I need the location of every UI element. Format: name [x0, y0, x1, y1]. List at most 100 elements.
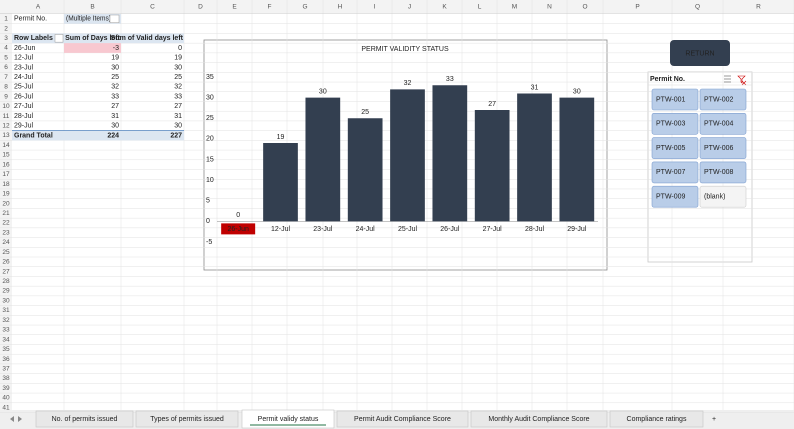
slicer-item-label: PTW-002 [704, 96, 734, 103]
slicer-item[interactable] [651, 137, 699, 159]
slicer-multiselect-icon[interactable] [724, 75, 731, 83]
pivot-value: 25 [111, 74, 119, 81]
pivot-row-label: 24-Jul [14, 74, 34, 81]
slicer-clear-filter-icon[interactable] [737, 75, 747, 86]
grand-total-value: 227 [170, 132, 182, 139]
slicer-item[interactable] [699, 137, 747, 159]
data-label: 19 [277, 134, 285, 141]
slicer-item-label: (blank) [704, 194, 725, 201]
row-header: 29 [2, 288, 10, 295]
row-label-filter[interactable] [54, 34, 64, 43]
tab-scroll-arrows[interactable] [10, 416, 22, 422]
y-tick-label: 15 [206, 156, 214, 163]
column-header: P [635, 4, 639, 11]
pivot-value: 32 [111, 84, 119, 91]
bar [347, 118, 383, 222]
row-header: 22 [2, 220, 10, 227]
row-header: 10 [2, 103, 10, 110]
data-label: 27 [488, 101, 496, 108]
row-header: 5 [4, 54, 8, 61]
row-header: 11 [3, 113, 10, 120]
slicer-item[interactable] [651, 113, 699, 135]
pivot-value: 33 [174, 93, 182, 100]
row-header: 8 [4, 84, 8, 91]
row-header: 36 [2, 356, 10, 363]
column-header: F [268, 4, 272, 11]
sheet-tab[interactable] [470, 410, 608, 428]
slicer-item[interactable] [651, 161, 699, 184]
pivot-value: 32 [174, 84, 182, 91]
return-button-label: RETURN [685, 50, 714, 57]
slicer-item[interactable] [699, 185, 747, 208]
row-header: 4 [4, 45, 8, 52]
data-label: 33 [446, 76, 454, 83]
sheet-tab-label: Permit validy status [258, 416, 319, 423]
pivot-value: 25 [174, 74, 182, 81]
slicer-item[interactable] [699, 161, 747, 184]
slicer-item[interactable] [651, 88, 699, 111]
sheet-tab[interactable] [241, 409, 335, 429]
new-sheet-button[interactable]: + [712, 416, 716, 423]
row-header: 26 [2, 259, 10, 266]
row-header-bar [0, 0, 12, 410]
column-header: J [408, 4, 411, 11]
x-tick-label: 28-Jul [525, 226, 545, 233]
row-header: 15 [2, 152, 10, 159]
pivot-row-label: 25-Jul [14, 84, 34, 91]
column-header: R [756, 4, 761, 11]
x-tick-label: 29-Jul [567, 226, 587, 233]
pivot-row-label: 27-Jul [14, 103, 34, 110]
column-header-bar [0, 0, 794, 13]
column-header: I [374, 4, 376, 11]
bar [263, 143, 298, 222]
row-header: 1 [4, 16, 8, 23]
x-tick-label: 12-Jul [271, 226, 291, 233]
row-header: 14 [2, 142, 10, 149]
pivot-row-label: 26-Jun [14, 45, 36, 52]
row-header: 24 [2, 239, 10, 246]
sheet-tab[interactable] [135, 410, 239, 428]
pivot-value: 30 [174, 123, 182, 130]
pivot-row-label: 26-Jul [14, 93, 34, 100]
y-tick-label: 0 [206, 218, 210, 225]
y-tick-label: 10 [206, 177, 214, 184]
slicer-item[interactable] [699, 88, 747, 111]
column-header: K [442, 4, 447, 11]
column-header: N [547, 4, 552, 11]
negative-cell-highlight [64, 43, 121, 53]
row-header: 7 [4, 74, 8, 81]
pivot-value: 31 [174, 113, 182, 120]
row-header: 30 [2, 297, 10, 304]
return-button[interactable] [670, 40, 730, 66]
slicer-item-label: PTW-009 [656, 194, 686, 201]
y-tick-label: 20 [206, 136, 214, 143]
sheet-tab[interactable] [336, 410, 469, 428]
pivot-value: 0 [178, 45, 182, 52]
pivot-row-label: 28-Jul [14, 113, 34, 120]
sheet-tab[interactable] [35, 410, 134, 428]
sheet-tab-label: Compliance ratings [627, 416, 687, 423]
row-header: 33 [2, 327, 10, 334]
row-header: 17 [2, 171, 10, 178]
x-tick-label: 27-Jul [483, 226, 503, 233]
pivot-header: Sum of Valid days left [111, 35, 184, 42]
slicer-item-label: PTW-003 [656, 121, 686, 128]
data-label: 25 [361, 109, 369, 116]
row-header: 3 [4, 35, 8, 42]
slicer-item[interactable] [651, 185, 699, 208]
sheet-tab-label: No. of permits issued [52, 416, 118, 423]
pivot-row-label: 23-Jul [14, 64, 34, 71]
filter-button[interactable] [109, 14, 120, 23]
row-header: 27 [2, 268, 10, 275]
slicer-item[interactable] [699, 113, 747, 135]
pivot-value: 27 [111, 103, 119, 110]
bar [517, 93, 552, 222]
sheet-tab[interactable] [609, 410, 704, 428]
bar [305, 97, 341, 222]
pivot-filter-label: Permit No. [14, 16, 47, 23]
row-header: 31 [2, 307, 10, 314]
category-highlight [221, 223, 256, 235]
row-header: 2 [4, 25, 8, 32]
pivot-value: 30 [111, 123, 119, 130]
